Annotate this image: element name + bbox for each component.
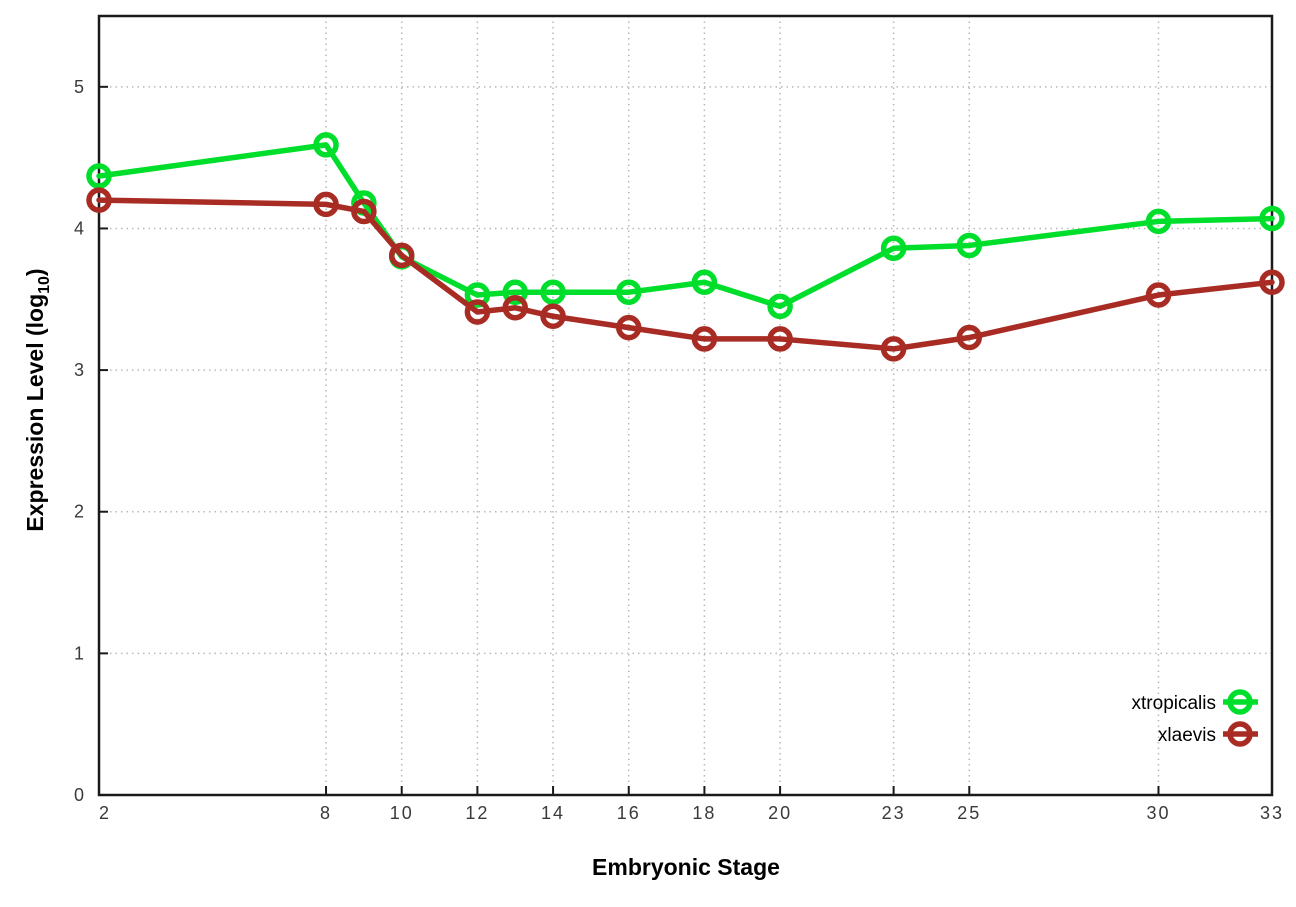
data-point-xlaevis-13 <box>502 295 528 321</box>
data-point-xlaevis-25 <box>956 324 983 351</box>
y-axis-label-text: Expression Level (log <box>22 293 49 532</box>
data-point-xlaevis-10 <box>388 242 415 269</box>
x-tick-label: 25 <box>957 803 981 823</box>
x-tick-label: 16 <box>617 803 641 823</box>
x-tick-label: 2 <box>99 803 111 823</box>
grid <box>99 16 1273 795</box>
legend-label-xtropicalis: xtropicalis <box>1132 693 1216 714</box>
x-axis-label: Embryonic Stage <box>592 854 780 880</box>
legend: xtropicalis xlaevis <box>1132 689 1258 747</box>
legend-marker-xlaevis <box>1227 721 1253 747</box>
data-point-xlaevis-20 <box>767 326 793 352</box>
data-point-xlaevis-8 <box>313 191 339 218</box>
x-tick-label: 33 <box>1260 803 1284 823</box>
series-line-xlaevis <box>96 197 1275 352</box>
data-point-xlaevis-30 <box>1145 282 1172 308</box>
y-axis-label-subscript: 10 <box>35 276 53 294</box>
data-point-xtropicalis-2 <box>86 163 112 189</box>
data-point-xtropicalis-30 <box>1145 208 1172 235</box>
data-point-xtropicalis-8 <box>313 132 339 158</box>
x-tick-label: 23 <box>882 803 906 823</box>
series-xlaevis <box>86 187 1285 362</box>
x-tick-label: 18 <box>692 803 716 823</box>
y-axis-label-close: ) <box>22 268 49 277</box>
legend-marker-xtropicalis <box>1227 689 1253 715</box>
x-tick-label: 10 <box>390 803 414 823</box>
y-tick-label: 0 <box>74 785 86 805</box>
data-point-xtropicalis-25 <box>956 232 983 259</box>
data-point-xlaevis-9 <box>351 198 377 225</box>
data-point-xlaevis-2 <box>86 187 112 213</box>
x-tick-label: 14 <box>541 803 565 823</box>
data-point-xtropicalis-23 <box>880 235 907 262</box>
data-point-xlaevis-12 <box>464 299 491 325</box>
data-point-xtropicalis-18 <box>691 269 718 296</box>
x-tick-label: 12 <box>465 803 489 823</box>
data-point-xlaevis-23 <box>880 336 907 362</box>
data-point-xlaevis-14 <box>540 303 566 330</box>
data-point-xtropicalis-14 <box>540 279 566 305</box>
y-tick-label: 1 <box>74 643 86 663</box>
series-line-xtropicalis <box>96 142 1275 310</box>
series-xtropicalis <box>86 132 1285 320</box>
data-point-xtropicalis-33 <box>1259 205 1285 232</box>
y-tick-label: 2 <box>74 502 86 522</box>
y-tick-label: 4 <box>74 218 86 238</box>
x-tick-label: 30 <box>1146 803 1170 823</box>
data-point-xlaevis-33 <box>1259 269 1285 296</box>
data-point-xlaevis-18 <box>691 326 718 352</box>
y-axis-label: Expression Level (log10) <box>22 268 54 531</box>
legend-label-xlaevis: xlaevis <box>1158 725 1216 746</box>
y-tick-label: 5 <box>74 77 86 97</box>
x-tick-label: 8 <box>320 803 332 823</box>
x-tick-label: 20 <box>768 803 792 823</box>
data-point-xtropicalis-13 <box>502 279 528 305</box>
y-tick-label: 3 <box>74 360 86 380</box>
data-point-xtropicalis-20 <box>767 293 793 320</box>
data-point-xlaevis-16 <box>615 314 642 341</box>
plot-border <box>97 14 1274 797</box>
data-point-xtropicalis-12 <box>464 282 491 308</box>
data-point-xtropicalis-16 <box>615 279 642 305</box>
